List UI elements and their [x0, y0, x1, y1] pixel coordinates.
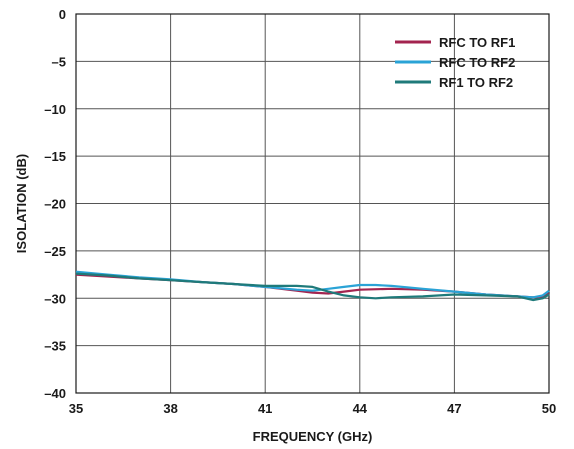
x-tick-label: 50 — [542, 401, 556, 416]
x-tick-label: 38 — [163, 401, 177, 416]
series-line-rf1-to-rf2 — [75, 272, 550, 302]
x-tick-label: 47 — [447, 401, 461, 416]
y-tick-label: –15 — [44, 149, 66, 164]
legend-label: RFC TO RF2 — [439, 55, 515, 70]
y-tick-label: –25 — [44, 244, 66, 259]
legend: RFC TO RF1 RFC TO RF2 RF1 TO RF2 — [395, 35, 515, 90]
x-axis-ticks: 35 38 41 44 47 50 — [69, 401, 556, 416]
y-tick-label: –40 — [44, 386, 66, 401]
x-tick-label: 35 — [69, 401, 83, 416]
y-tick-label: 0 — [59, 7, 66, 22]
grid — [75, 13, 550, 394]
y-tick-label: –30 — [44, 291, 66, 306]
plot-frame — [75, 13, 550, 394]
x-tick-label: 41 — [258, 401, 272, 416]
y-tick-label: –5 — [52, 54, 66, 69]
y-axis-label: ISOLATION (dB) — [14, 154, 29, 253]
y-axis-ticks: 0 –5 –10 –15 –20 –25 –30 –35 –40 — [44, 7, 66, 401]
series-lines — [75, 270, 550, 302]
x-axis-label: FREQUENCY (GHz) — [253, 429, 373, 444]
y-tick-label: –20 — [44, 197, 66, 212]
legend-label: RF1 TO RF2 — [439, 75, 513, 90]
y-tick-label: –10 — [44, 102, 66, 117]
x-tick-label: 44 — [353, 401, 368, 416]
legend-label: RFC TO RF1 — [439, 35, 515, 50]
y-tick-label: –35 — [44, 339, 66, 354]
